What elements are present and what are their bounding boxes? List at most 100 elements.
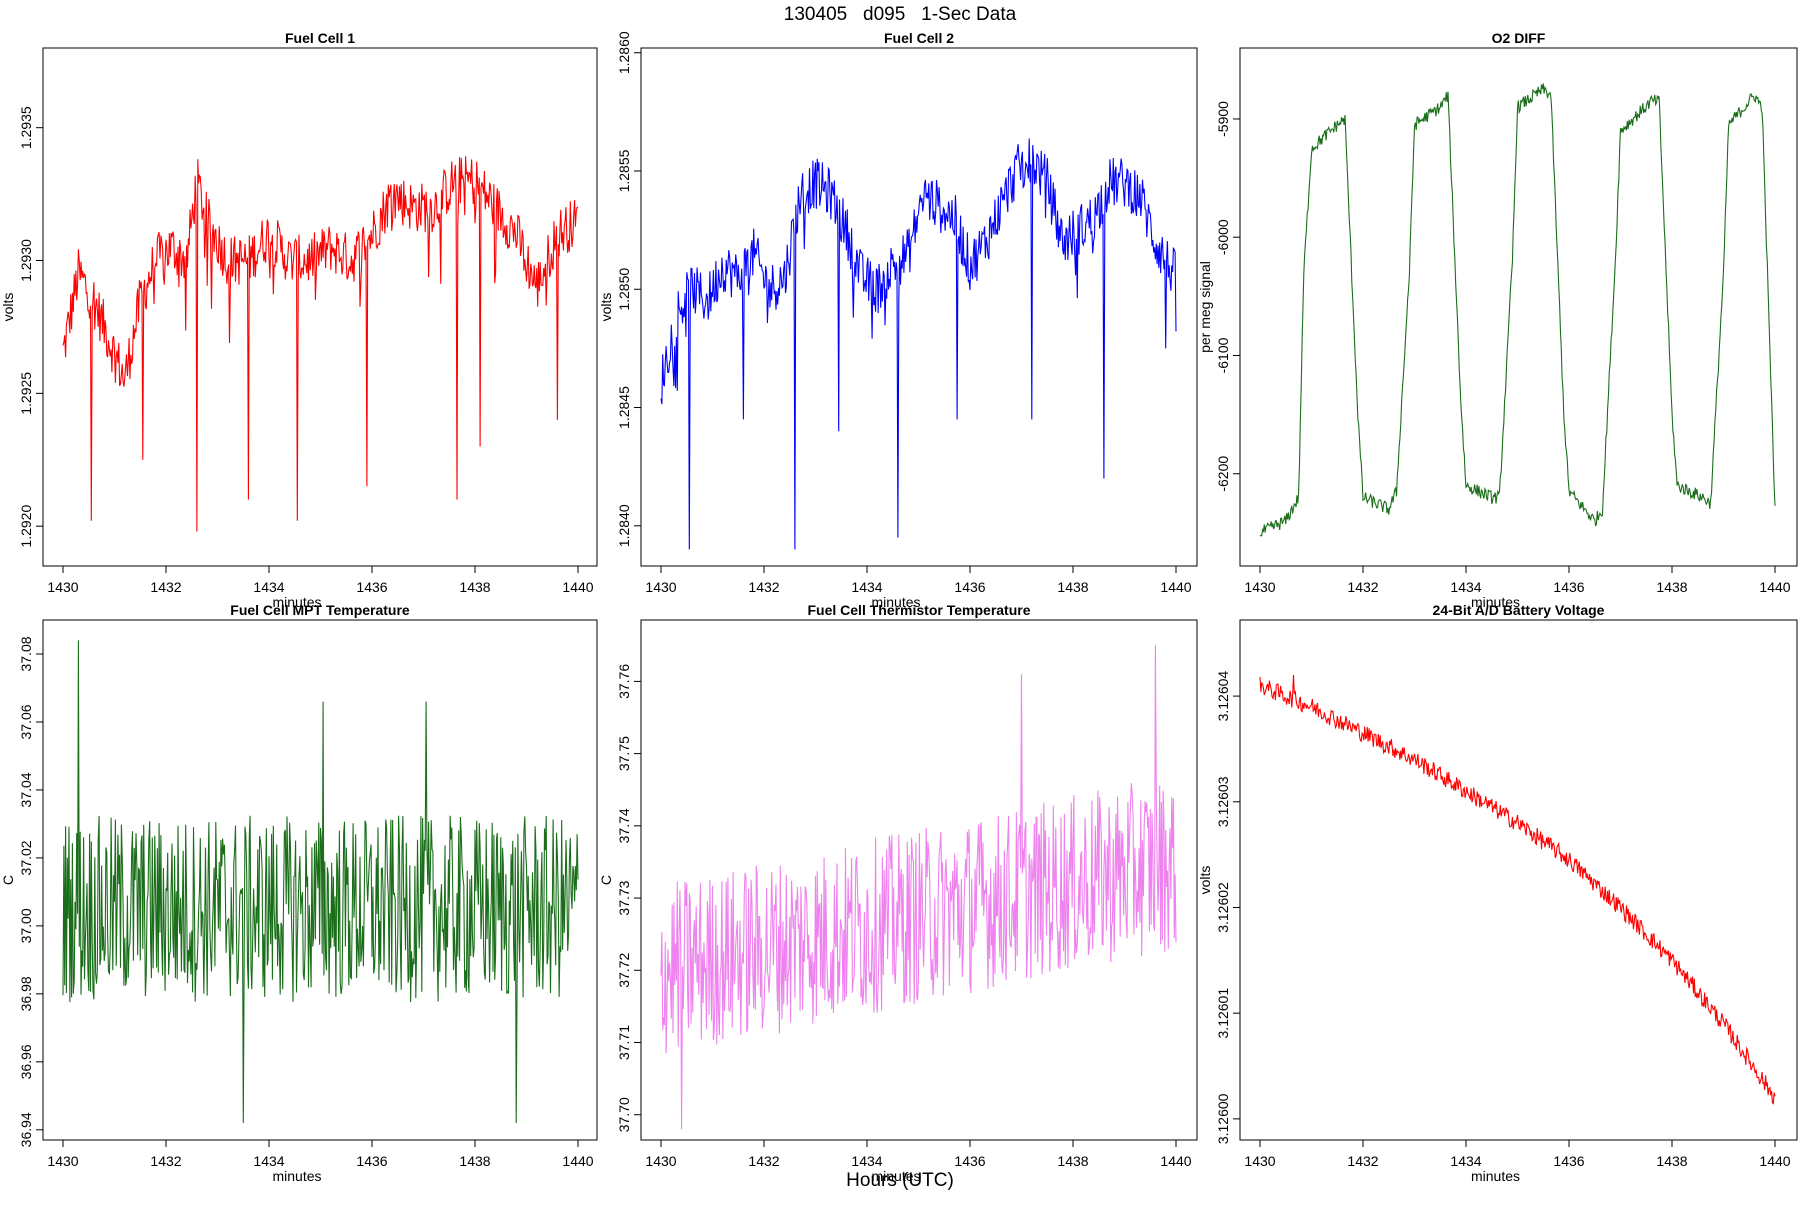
y-tick-label: 37.72 xyxy=(616,953,632,988)
y-tick-label: 37.02 xyxy=(18,840,34,875)
x-tick-label: 1430 xyxy=(645,1153,676,1169)
x-tick-label: 1432 xyxy=(1347,579,1378,595)
y-tick-label: -6000 xyxy=(1215,219,1231,255)
x-tick-label: 1430 xyxy=(645,579,676,595)
plot-frame xyxy=(640,619,1198,1141)
x-axis-label: minutes xyxy=(1471,594,1520,610)
series-line xyxy=(62,640,579,1124)
x-tick-label: 1436 xyxy=(1553,1153,1584,1169)
x-tick-label: 1430 xyxy=(47,1153,78,1169)
x-tick-label: 1440 xyxy=(562,1153,593,1169)
x-axis-label: minutes xyxy=(871,1168,920,1184)
x-axis-label: minutes xyxy=(871,594,920,610)
y-tick-label: 37.00 xyxy=(18,908,34,943)
y-tick-label: 3.12603 xyxy=(1215,776,1231,827)
chart-panel-3: O2 DIFF 1430 1432 1434 1436 1438 1440 minutes -6… xyxy=(1197,30,1798,610)
x-tick-label: 1436 xyxy=(1553,579,1584,595)
y-tick-label: 37.70 xyxy=(616,1097,632,1132)
chart-panel-1: Fuel Cell 1 1430 1432 1434 1436 1438 1440 minut… xyxy=(0,30,598,610)
y-tick-label: 1.2840 xyxy=(616,504,632,547)
y-tick-label: 1.2925 xyxy=(18,372,34,415)
x-tick-label: 1430 xyxy=(1244,1153,1275,1169)
x-tick-label: 1434 xyxy=(851,579,882,595)
x-tick-label: 1432 xyxy=(748,1153,779,1169)
plot-frame xyxy=(42,619,598,1141)
y-tick-label: 1.2860 xyxy=(616,31,632,74)
y-tick-label: -6200 xyxy=(1215,456,1231,492)
chart-panel-6: 24-Bit A/D Battery Voltage 1430 1432 1434 14… xyxy=(1197,602,1798,1184)
x-tick-label: 1434 xyxy=(1450,1153,1481,1169)
y-axis-label: volts xyxy=(0,293,16,322)
x-tick-label: 1432 xyxy=(150,579,181,595)
x-axis-label: minutes xyxy=(272,1168,321,1184)
x-tick-label: 1440 xyxy=(1160,1153,1191,1169)
x-tick-label: 1440 xyxy=(1160,579,1191,595)
chart-panel-5: Fuel Cell Thermistor Temperature 1430 1432… xyxy=(598,602,1198,1184)
plot-frame xyxy=(42,47,598,567)
y-tick-label: 1.2850 xyxy=(616,268,632,311)
x-tick-label: 1438 xyxy=(1057,1153,1088,1169)
x-tick-label: 1436 xyxy=(954,579,985,595)
x-axis-label: minutes xyxy=(272,594,321,610)
y-tick-label: 1.2845 xyxy=(616,386,632,429)
series-line xyxy=(1259,674,1776,1105)
y-tick-label: 36.94 xyxy=(18,1112,34,1147)
x-tick-label: 1438 xyxy=(1057,579,1088,595)
y-tick-label: 1.2920 xyxy=(18,505,34,548)
x-tick-label: 1434 xyxy=(253,579,284,595)
chart-title: Fuel Cell 2 xyxy=(884,30,954,46)
x-tick-label: 1438 xyxy=(459,1153,490,1169)
y-tick-label: 36.98 xyxy=(18,976,34,1011)
y-tick-label: 37.06 xyxy=(18,704,34,739)
x-tick-label: 1436 xyxy=(954,1153,985,1169)
plot-frame xyxy=(1239,47,1798,567)
x-tick-label: 1440 xyxy=(1759,1153,1790,1169)
y-tick-label: 37.74 xyxy=(616,808,632,843)
y-tick-label: 1.2935 xyxy=(18,106,34,149)
y-tick-label: 3.12604 xyxy=(1215,671,1231,722)
plot-frame xyxy=(1239,619,1798,1141)
y-tick-label: 37.76 xyxy=(616,664,632,699)
chart-title: Fuel Cell Thermistor Temperature xyxy=(807,602,1030,618)
x-tick-label: 1436 xyxy=(356,1153,387,1169)
y-tick-label: 3.12602 xyxy=(1215,882,1231,933)
y-tick-label: -6100 xyxy=(1215,337,1231,373)
y-tick-label: 37.71 xyxy=(616,1025,632,1060)
y-tick-label: 36.96 xyxy=(18,1044,34,1079)
x-tick-label: 1434 xyxy=(851,1153,882,1169)
x-tick-label: 1434 xyxy=(253,1153,284,1169)
y-tick-label: 37.73 xyxy=(616,880,632,915)
outer-x-axis-label: Hours (UTC) xyxy=(846,1170,954,1191)
y-axis-label: volts xyxy=(1197,866,1213,895)
y-axis-label: C xyxy=(0,875,16,885)
y-axis-label: C xyxy=(598,875,614,885)
x-tick-label: 1432 xyxy=(748,579,779,595)
figure-title: 130405 d095 1-Sec Data xyxy=(783,4,1017,25)
x-tick-label: 1440 xyxy=(562,579,593,595)
x-tick-label: 1430 xyxy=(1244,579,1275,595)
plot-frame xyxy=(640,47,1198,567)
series-line xyxy=(660,645,1177,1130)
y-tick-label: 1.2855 xyxy=(616,149,632,192)
chart-title: Fuel Cell 1 xyxy=(285,30,355,46)
y-axis-label: per meg signal xyxy=(1197,261,1213,353)
x-tick-label: 1438 xyxy=(459,579,490,595)
y-tick-label: 3.12601 xyxy=(1215,988,1231,1039)
chart-title: O2 DIFF xyxy=(1492,30,1546,46)
x-axis-label: minutes xyxy=(1471,1168,1520,1184)
chart-panel-2: Fuel Cell 2 1430 1432 1434 1436 1438 1440 minut… xyxy=(598,30,1198,610)
x-tick-label: 1432 xyxy=(150,1153,181,1169)
series-line xyxy=(660,138,1177,550)
x-tick-label: 1440 xyxy=(1759,579,1790,595)
y-tick-label: 37.08 xyxy=(18,636,34,671)
series-line xyxy=(1259,83,1776,537)
y-tick-label: 37.75 xyxy=(616,736,632,771)
x-tick-label: 1434 xyxy=(1450,579,1481,595)
x-tick-label: 1430 xyxy=(47,579,78,595)
y-tick-label: 1.2930 xyxy=(18,239,34,282)
y-axis-label: volts xyxy=(598,293,614,322)
series-line xyxy=(62,156,579,532)
y-tick-label: 37.04 xyxy=(18,772,34,807)
